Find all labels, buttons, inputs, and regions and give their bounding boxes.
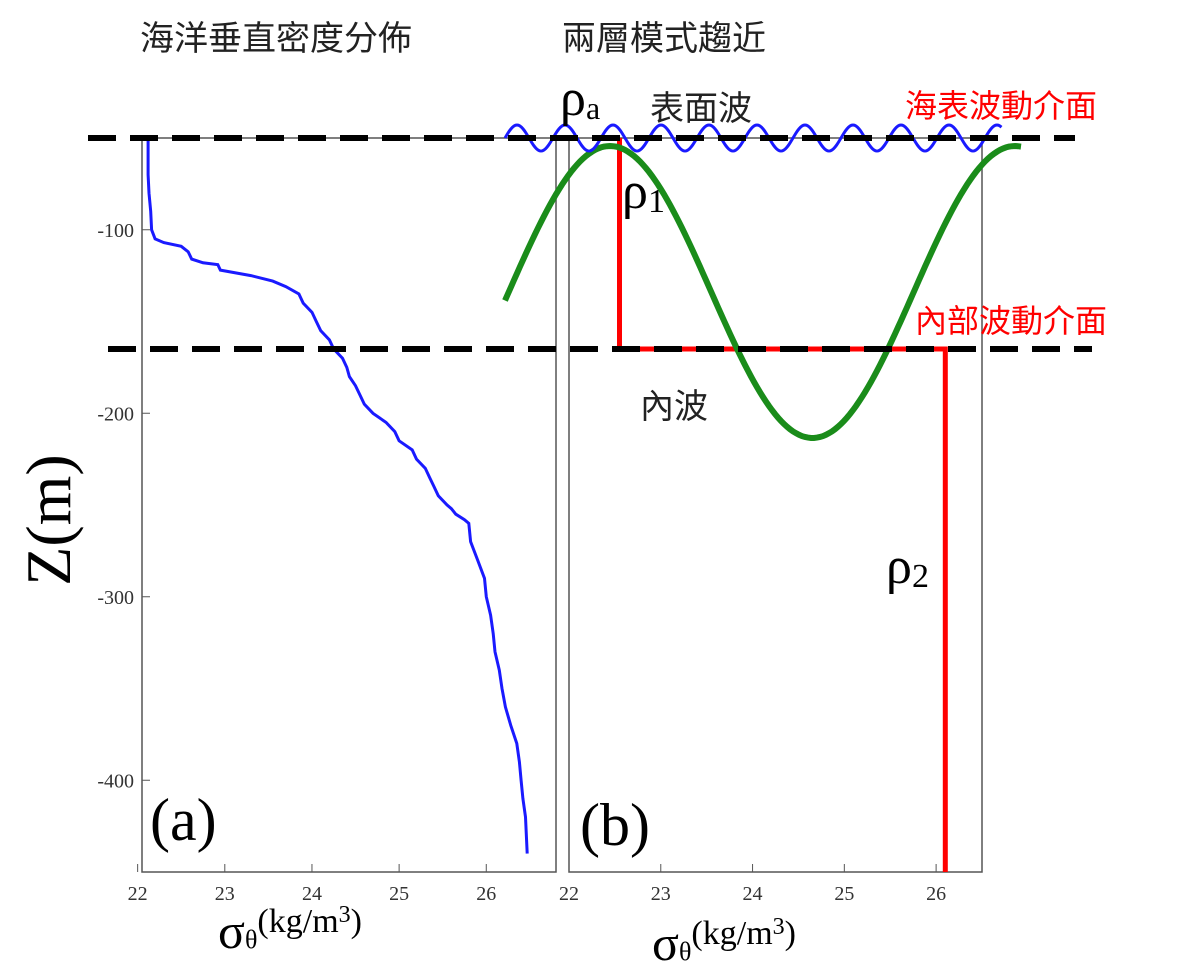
x-tick-label: 26 <box>926 883 946 905</box>
rho-a-label: ρa <box>560 70 600 127</box>
internal-interface-label: 內部波動介面 <box>915 302 1107 340</box>
x-tick-label: 24 <box>302 883 322 905</box>
x-axis-label-a: σθ(kg/m3) <box>218 902 362 959</box>
right-panel-title: 兩層模式趨近 <box>562 19 766 59</box>
density-profile-line <box>146 138 529 854</box>
x-tick-label: 22 <box>128 883 148 905</box>
internal-wave-curve <box>502 142 1022 441</box>
x-tick-label: 25 <box>834 883 854 905</box>
y-tick-label: -400 <box>97 770 134 792</box>
x-tick-label: 24 <box>743 883 763 905</box>
panel-a-ticks: 22 23 24 25 26 -100 -200 -300 -400 <box>97 220 496 905</box>
panel-b-ticks: 22 23 24 25 26 <box>559 864 946 905</box>
x-tick-label: 22 <box>559 883 579 905</box>
x-tick-label: 26 <box>476 883 496 905</box>
two-layer-step-line <box>617 138 948 872</box>
y-axis-label: Z(m) <box>13 454 84 586</box>
x-axis-label-b: σθ(kg/m3) <box>652 914 796 963</box>
y-tick-label: -300 <box>97 587 134 609</box>
x-tick-label: 25 <box>389 883 409 905</box>
y-tick-label: -200 <box>97 403 134 425</box>
x-tick-label: 23 <box>215 883 235 905</box>
panel-a-letter: (a) <box>150 787 217 853</box>
panel-b-letter: (b) <box>580 792 650 858</box>
rho-1-label: ρ1 <box>622 163 665 220</box>
sea-surface-interface-label: 海表波動介面 <box>905 87 1097 125</box>
internal-wave-label: 內波 <box>640 387 708 427</box>
y-tick-label: -100 <box>97 220 134 242</box>
rho-2-label: ρ2 <box>886 538 929 595</box>
panel-b-frame <box>568 137 983 873</box>
x-tick-label: 23 <box>651 883 671 905</box>
surface-wave-curve <box>503 123 1003 153</box>
left-panel-title: 海洋垂直密度分佈 <box>140 19 412 59</box>
panel-a-frame <box>141 137 557 873</box>
surface-wave-label: 表面波 <box>650 89 752 129</box>
